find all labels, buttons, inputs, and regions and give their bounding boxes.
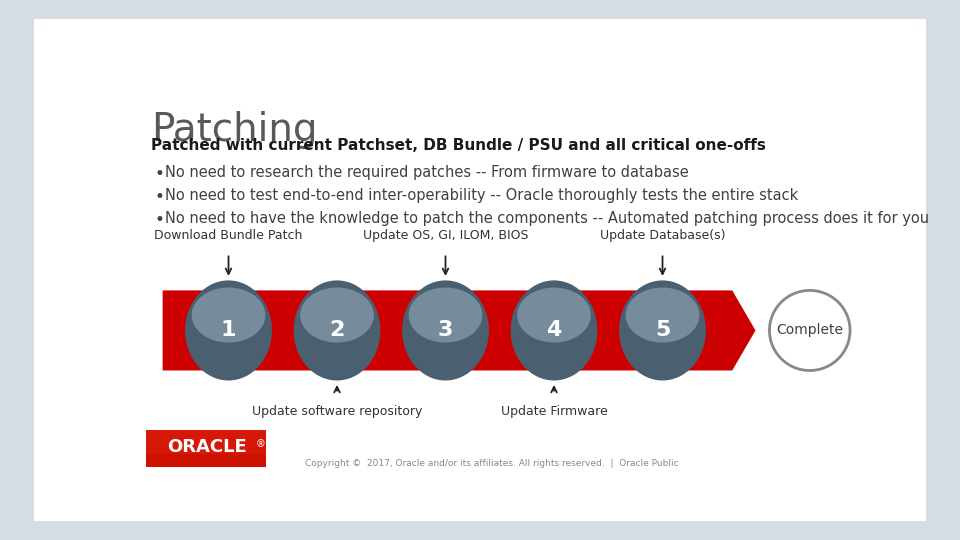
Ellipse shape bbox=[517, 287, 591, 342]
Text: ®: ® bbox=[255, 440, 265, 449]
Ellipse shape bbox=[511, 280, 597, 381]
Text: •: • bbox=[155, 211, 164, 229]
Text: Update Database(s): Update Database(s) bbox=[600, 229, 725, 242]
Text: No need to test end-to-end inter-operability -- Oracle thoroughly tests the enti: No need to test end-to-end inter-operabi… bbox=[165, 188, 798, 203]
Text: 2: 2 bbox=[329, 320, 345, 340]
Text: Copyright ©  2017, Oracle and/or its affiliates. All rights reserved.  |  Oracle: Copyright © 2017, Oracle and/or its affi… bbox=[305, 459, 679, 468]
Bar bbox=[146, 430, 266, 467]
Text: ORACLE: ORACLE bbox=[167, 438, 247, 456]
Text: 3: 3 bbox=[438, 320, 453, 340]
Text: Patching: Patching bbox=[151, 111, 318, 149]
Text: Update OS, GI, ILOM, BIOS: Update OS, GI, ILOM, BIOS bbox=[363, 229, 528, 242]
Text: 4: 4 bbox=[546, 320, 562, 340]
Text: Patched with current Patchset, DB Bundle / PSU and all critical one-offs: Patched with current Patchset, DB Bundle… bbox=[151, 138, 766, 153]
Text: No need to have the knowledge to patch the components -- Automated patching proc: No need to have the knowledge to patch t… bbox=[165, 211, 929, 226]
Bar bbox=[146, 430, 266, 455]
Text: Update Firmware: Update Firmware bbox=[500, 405, 608, 418]
Ellipse shape bbox=[294, 280, 380, 381]
Text: Complete: Complete bbox=[777, 323, 843, 338]
Ellipse shape bbox=[626, 287, 700, 342]
Text: Update software repository: Update software repository bbox=[252, 405, 422, 418]
Ellipse shape bbox=[409, 287, 482, 342]
Ellipse shape bbox=[192, 287, 265, 342]
Ellipse shape bbox=[300, 287, 373, 342]
Text: Download Bundle Patch: Download Bundle Patch bbox=[155, 229, 302, 242]
Text: No need to research the required patches -- From firmware to database: No need to research the required patches… bbox=[165, 165, 688, 180]
Circle shape bbox=[770, 291, 850, 370]
Ellipse shape bbox=[619, 280, 706, 381]
Text: •: • bbox=[155, 165, 164, 183]
Text: •: • bbox=[155, 188, 164, 206]
Text: 5: 5 bbox=[655, 320, 670, 340]
Polygon shape bbox=[162, 291, 756, 370]
Text: 1: 1 bbox=[221, 320, 236, 340]
Ellipse shape bbox=[402, 280, 489, 381]
Ellipse shape bbox=[185, 280, 272, 381]
